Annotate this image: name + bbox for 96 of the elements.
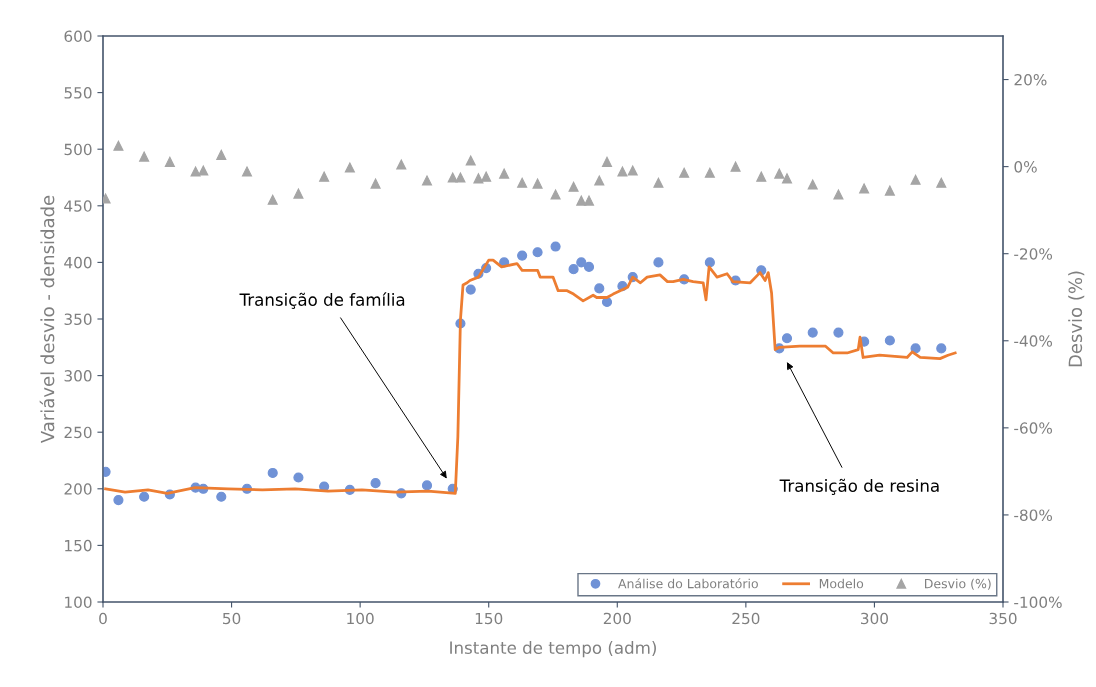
point (465, 155, 476, 166)
point (910, 174, 921, 185)
legend-label: Análise do Laboratório (618, 578, 758, 589)
y-tick-label: 200 (64, 483, 92, 495)
point (617, 166, 628, 177)
y2-tick-label: 0% (1014, 161, 1037, 173)
point (774, 168, 785, 179)
point (550, 241, 561, 252)
x-tick-label: 100 (347, 612, 374, 625)
point (267, 194, 278, 205)
point (833, 327, 844, 338)
point (704, 167, 715, 178)
point (936, 177, 947, 188)
point (517, 177, 528, 188)
y-tick-label: 550 (64, 87, 92, 99)
y2-tick-label: -100% (1014, 596, 1062, 609)
point (859, 183, 870, 194)
y-tick-label: 250 (64, 426, 92, 439)
point (532, 247, 543, 258)
legend-label: Desvio (%) (925, 578, 991, 590)
point (576, 195, 587, 206)
x-tick-label: 150 (475, 612, 503, 625)
point (473, 173, 484, 184)
point (704, 257, 715, 268)
x-tick-label: 200 (603, 612, 631, 625)
point (807, 179, 818, 190)
point (884, 185, 895, 196)
point (756, 171, 767, 182)
point (568, 264, 579, 275)
x-tick-label: 0 (99, 612, 107, 625)
point (370, 478, 381, 489)
point (576, 257, 587, 268)
y2-tick-label: 20% (1014, 74, 1047, 86)
point (583, 195, 595, 206)
point (550, 189, 561, 200)
point (293, 472, 304, 483)
point (113, 495, 124, 506)
x-axis-title: Instante de tempo (adm) (450, 641, 656, 658)
point (627, 165, 638, 176)
point (421, 480, 433, 491)
point (216, 149, 227, 160)
x-tick-label: 300 (861, 612, 888, 625)
point (455, 172, 466, 183)
point (447, 172, 458, 183)
y2-tick-label: -80% (1014, 509, 1053, 521)
point (139, 151, 150, 162)
annotation: Transição de família (239, 292, 405, 309)
point (601, 156, 613, 167)
point (344, 162, 355, 173)
point (594, 283, 605, 294)
point (164, 156, 175, 167)
point (481, 171, 492, 182)
point (568, 181, 579, 192)
y-tick-label: 600 (64, 30, 92, 43)
y2-tick-label: -60% (1014, 422, 1053, 434)
point (833, 189, 844, 200)
point (532, 178, 543, 189)
y-tick-label: 300 (64, 370, 92, 382)
x-tick-label: 50 (223, 612, 241, 625)
point (679, 167, 690, 178)
annotation: Transição de resina (779, 478, 939, 495)
y-tick-label: 150 (65, 539, 92, 552)
point (583, 261, 595, 272)
point (139, 491, 150, 502)
point (653, 177, 664, 188)
point (517, 250, 528, 261)
point (730, 161, 741, 172)
point (396, 159, 407, 170)
point (465, 284, 476, 295)
point (267, 467, 278, 479)
y-tick-label: 350 (64, 313, 92, 326)
point (216, 491, 227, 502)
y-tick-label: 450 (64, 200, 92, 212)
x-tick-label: 350 (989, 612, 1017, 625)
point (884, 335, 895, 346)
point (113, 140, 124, 151)
y-tick-label: 500 (64, 143, 92, 156)
point (499, 168, 510, 179)
point (653, 257, 664, 268)
x-tick-label: 250 (732, 612, 760, 625)
point (198, 165, 209, 176)
point (594, 175, 605, 186)
y-tick-label: 400 (64, 256, 92, 269)
y2-tick-label: -20% (1014, 248, 1053, 260)
point (807, 327, 818, 338)
legend-label: Modelo (819, 578, 864, 589)
y-axis-title: Variável desvio - densidade (39, 195, 55, 444)
y2-tick-label: -40% (1014, 335, 1053, 347)
y-tick-label: 100 (65, 596, 92, 609)
point (293, 188, 304, 199)
point (370, 178, 381, 189)
point (781, 333, 793, 344)
point (936, 343, 947, 354)
y2-axis-title: Desvio (%) (1068, 271, 1085, 367)
point (421, 175, 433, 186)
point (319, 171, 330, 182)
